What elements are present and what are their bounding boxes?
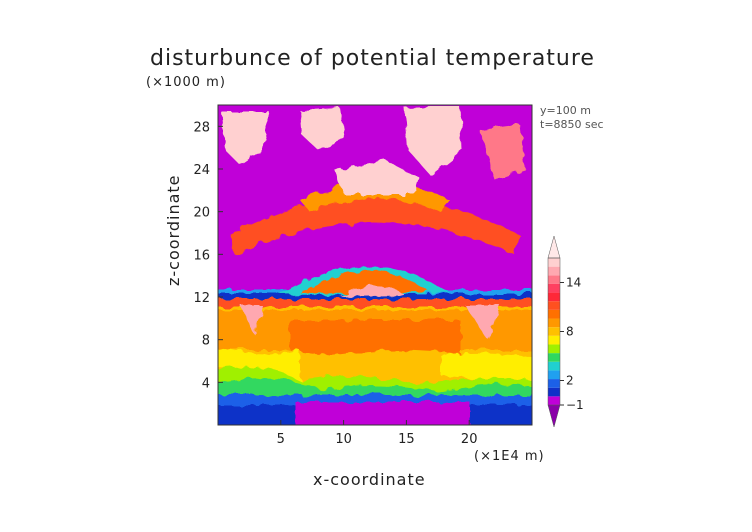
y-tick-label: 24 bbox=[193, 163, 210, 178]
colorbar-label: 8 bbox=[566, 325, 574, 339]
x-tick-label: 20 bbox=[461, 432, 478, 447]
y-tick-label: 20 bbox=[193, 206, 210, 221]
x-axis: 5 10 15 20 bbox=[277, 420, 478, 447]
x-tick-label: 5 bbox=[277, 432, 285, 447]
y-axis-title: z-coordinate bbox=[164, 174, 183, 286]
colorbar-swatch bbox=[548, 309, 560, 319]
colorbar-swatch bbox=[548, 344, 560, 354]
colorbar-swatch bbox=[548, 258, 560, 267]
colorbar-swatch bbox=[548, 283, 560, 293]
y-tick-label: 28 bbox=[193, 120, 210, 135]
x-axis-title: x-coordinate bbox=[313, 470, 426, 489]
x-tick-label: 10 bbox=[335, 432, 352, 447]
time-label: t=8850 sec bbox=[540, 118, 604, 131]
colorbar-label: −1 bbox=[566, 398, 584, 412]
colorbar-swatch bbox=[548, 353, 560, 362]
plot-frame bbox=[217, 104, 533, 426]
colorbar-min-arrow bbox=[547, 404, 561, 428]
colorbar: 14 8 2 −1 bbox=[547, 235, 584, 428]
colorbar-label: 2 bbox=[566, 374, 574, 388]
z-unit-label: (×1000 m) bbox=[146, 75, 226, 90]
colorbar-swatch bbox=[548, 379, 560, 388]
colorbar-swatch bbox=[548, 370, 560, 380]
colorbar-swatch bbox=[548, 301, 560, 310]
colorbar-swatch bbox=[548, 361, 560, 371]
colorbar-swatch bbox=[548, 396, 560, 405]
colorbar-label: 14 bbox=[566, 276, 581, 290]
colorbar-swatch bbox=[548, 275, 560, 284]
colorbar-swatch bbox=[548, 327, 560, 336]
y-tick-label: 8 bbox=[202, 334, 210, 349]
chart-title: disturbunce of potential temperature bbox=[150, 46, 595, 71]
colorbar-swatch bbox=[548, 292, 560, 302]
field-layers bbox=[218, 105, 532, 425]
colorbar-swatch bbox=[548, 266, 560, 276]
y-position-label: y=100 m bbox=[540, 104, 591, 117]
y-tick-label: 4 bbox=[202, 376, 210, 391]
run-info: y=100 m t=8850 sec bbox=[540, 104, 604, 132]
colorbar-max-arrow bbox=[547, 235, 561, 259]
colorbar-swatch bbox=[548, 335, 560, 345]
x-tick-label: 15 bbox=[398, 432, 415, 447]
y-axis: 4 8 12 16 20 24 28 bbox=[193, 120, 223, 391]
x-unit-label: (×1E4 m) bbox=[474, 449, 545, 464]
colorbar-swatch bbox=[548, 387, 560, 397]
y-tick-label: 12 bbox=[193, 291, 210, 306]
colorbar-swatch bbox=[548, 318, 560, 328]
y-tick-label: 16 bbox=[193, 248, 210, 263]
